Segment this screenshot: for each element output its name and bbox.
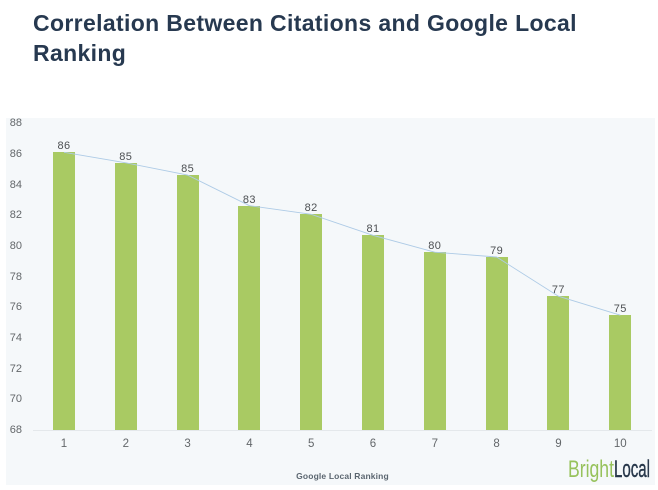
svg-text:Local: Local [614, 457, 650, 483]
svg-text:Bright: Bright [568, 457, 614, 483]
